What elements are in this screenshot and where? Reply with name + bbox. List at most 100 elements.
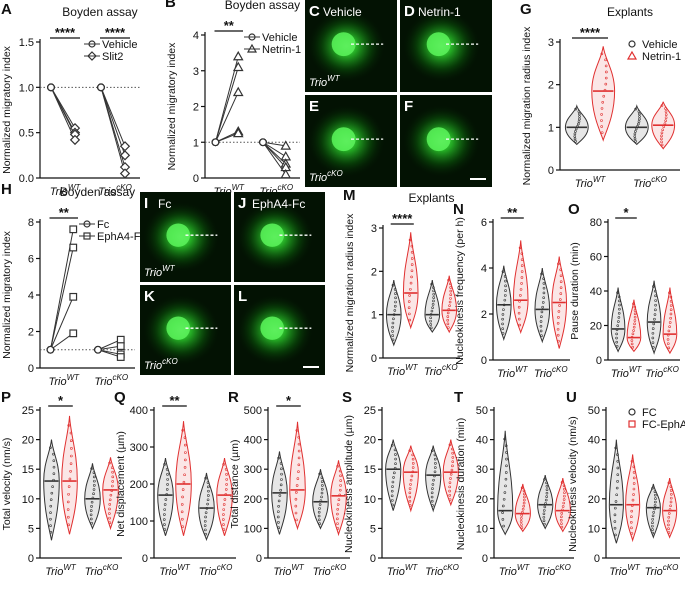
violin-dot bbox=[69, 462, 73, 465]
y-tick-label: 2 bbox=[548, 80, 554, 92]
group-name: Trio bbox=[94, 376, 112, 388]
violin-dot bbox=[664, 116, 668, 119]
violin-dot bbox=[409, 281, 413, 285]
pair-line bbox=[50, 87, 76, 141]
violin bbox=[591, 46, 616, 142]
violin-dot bbox=[432, 299, 435, 303]
y-tick-label: 40 bbox=[588, 435, 600, 447]
group-sup: cKO bbox=[162, 357, 178, 366]
data-point bbox=[232, 61, 244, 72]
violin-dot bbox=[560, 522, 563, 525]
data-point bbox=[116, 342, 125, 350]
violin-dot bbox=[637, 110, 641, 113]
legend-label: Fc bbox=[97, 219, 110, 231]
group-name: Trio bbox=[85, 566, 103, 578]
violin-dot bbox=[573, 132, 577, 136]
data-point bbox=[211, 138, 220, 147]
violin-dot bbox=[163, 463, 166, 466]
violin bbox=[537, 475, 554, 530]
violin-dot bbox=[206, 502, 209, 506]
violin-dot bbox=[652, 511, 655, 514]
violin-dot bbox=[184, 458, 187, 462]
violin bbox=[662, 287, 678, 355]
y-axis-label: Net displacement (µm) bbox=[115, 431, 127, 537]
y-axis-label: Normalized migratory index bbox=[1, 230, 13, 359]
violin-dot bbox=[654, 308, 657, 312]
violin-dot bbox=[560, 512, 564, 515]
group-sup: WT bbox=[517, 563, 531, 572]
violin-dot bbox=[317, 518, 321, 522]
violin-dot bbox=[318, 522, 321, 525]
violin-dot bbox=[108, 516, 111, 520]
significance-label: **** bbox=[55, 25, 76, 40]
violin-dot bbox=[447, 326, 450, 329]
violin-dot bbox=[408, 312, 411, 316]
violin-dot bbox=[651, 341, 655, 344]
violin-dot bbox=[181, 495, 184, 499]
violin-dot bbox=[633, 322, 636, 326]
tile-letter: L bbox=[238, 288, 247, 305]
violin-dot bbox=[92, 475, 96, 479]
significance-label: **** bbox=[580, 25, 601, 40]
violin-dot bbox=[504, 471, 508, 474]
violin-dot bbox=[540, 272, 543, 276]
violin-dot bbox=[615, 493, 618, 497]
violin-dot bbox=[634, 107, 637, 111]
group-label: TriocKO bbox=[425, 563, 459, 578]
violin-dot bbox=[651, 486, 654, 490]
violin-dot bbox=[430, 449, 434, 453]
pair-line bbox=[100, 87, 126, 156]
violin-dot bbox=[653, 317, 656, 321]
violin-dot bbox=[277, 456, 280, 460]
violin-dot bbox=[430, 491, 434, 495]
violin-dot bbox=[654, 493, 657, 497]
violin-dot bbox=[297, 470, 300, 473]
panel-letter: U bbox=[566, 389, 577, 406]
group-sup: cKO bbox=[552, 365, 568, 374]
violin-dot bbox=[52, 452, 55, 456]
violin-dot bbox=[433, 453, 437, 457]
group-label: TriocKO bbox=[537, 563, 571, 578]
violin-dot bbox=[181, 525, 185, 528]
violin-dot bbox=[502, 308, 505, 311]
group-sup: cKO bbox=[327, 169, 343, 178]
violin-dot bbox=[321, 484, 324, 487]
violin-dot bbox=[69, 431, 73, 435]
violin-dot bbox=[501, 518, 505, 521]
violin-dot bbox=[562, 501, 566, 505]
pair-line bbox=[214, 67, 239, 143]
data-point bbox=[232, 50, 244, 61]
violin-dot bbox=[653, 504, 657, 507]
violin-dot bbox=[578, 117, 581, 121]
violin-dot bbox=[280, 472, 283, 476]
violin-dot bbox=[109, 493, 113, 497]
violin-dot bbox=[163, 528, 167, 531]
violin-dot bbox=[111, 484, 114, 488]
legend-label: Slit2 bbox=[102, 51, 123, 63]
violin bbox=[43, 439, 60, 541]
violin-dot bbox=[651, 531, 655, 535]
violin-dot bbox=[429, 323, 433, 326]
panel-letter: Q bbox=[114, 389, 126, 406]
y-tick-label: 2 bbox=[371, 266, 377, 278]
group-name: Trio bbox=[633, 178, 651, 190]
y-tick-label: 100 bbox=[130, 516, 148, 528]
group-label: TriocKO bbox=[645, 563, 679, 578]
violin-dot bbox=[204, 515, 207, 519]
violin-dot bbox=[163, 518, 166, 521]
violin-dot bbox=[451, 460, 455, 463]
violin-dot bbox=[651, 331, 655, 335]
legend-marker bbox=[628, 40, 636, 48]
y-tick-label: 10 bbox=[476, 523, 488, 535]
violin-dot bbox=[52, 465, 56, 469]
violin-dot bbox=[92, 488, 96, 491]
violin-dot bbox=[520, 252, 524, 256]
significance-label: ** bbox=[224, 18, 235, 33]
violin-dot bbox=[295, 429, 299, 432]
violin-dot bbox=[614, 533, 617, 537]
y-tick-label: 40 bbox=[590, 286, 602, 298]
violin-dot bbox=[638, 117, 641, 121]
group-name: Trio bbox=[537, 566, 555, 578]
violin-dot bbox=[618, 299, 621, 303]
violin-dot bbox=[616, 466, 620, 470]
